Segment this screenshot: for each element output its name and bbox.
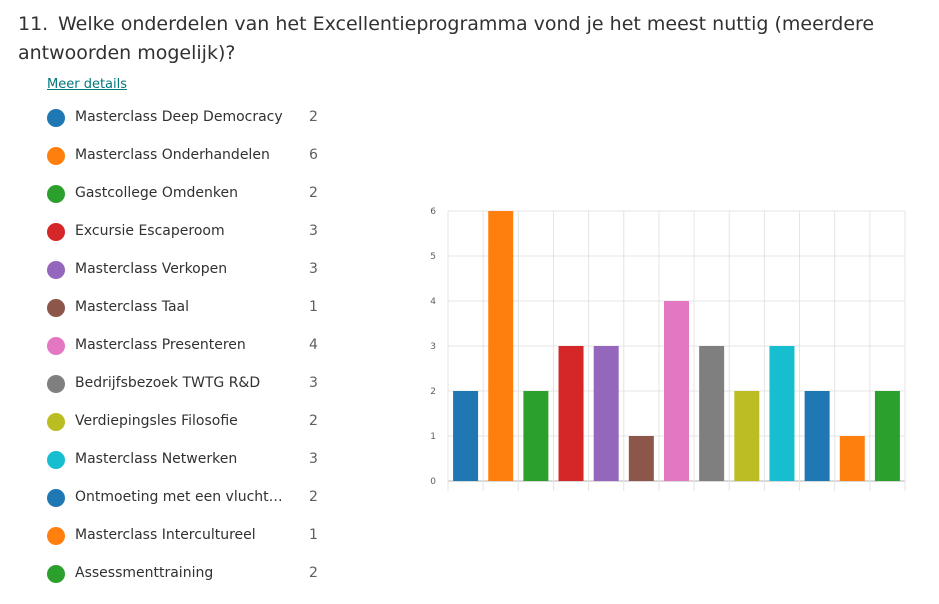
legend-color-dot [47, 451, 65, 469]
legend-item: Masterclass Netwerken 3 [47, 445, 337, 483]
legend-label: Bedrijfsbezoek TWTG R&D [75, 375, 261, 391]
legend-count: 2 [309, 489, 318, 505]
y-tick-label: 0 [430, 477, 436, 487]
bar [664, 301, 689, 481]
legend-count: 2 [309, 185, 318, 201]
legend-color-dot [47, 413, 65, 431]
bar-chart-svg: 0 1 2 3 4 5 6 [430, 207, 906, 491]
bar [839, 436, 865, 481]
bar [734, 391, 760, 481]
legend-item: Ontmoeting met een vluchteli... 2 [47, 483, 337, 521]
question-title: 11. Welke onderdelen van het Excellentiep… [18, 10, 918, 68]
y-tick-label: 4 [430, 297, 436, 307]
legend-color-dot [47, 109, 65, 127]
legend-label: Masterclass Netwerken [75, 451, 238, 467]
question-number: 11. [18, 13, 49, 35]
legend-label: Masterclass Intercultureel [75, 527, 256, 543]
legend-label: Gastcollege Omdenken [75, 185, 238, 201]
legend-item: Masterclass Presenteren 4 [47, 331, 337, 369]
legend-count: 4 [309, 337, 318, 353]
legend-color-dot [47, 527, 65, 545]
legend-item: Masterclass Deep Democracy 2 [47, 103, 337, 141]
legend-label: Masterclass Verkopen [75, 261, 228, 277]
legend-count: 1 [309, 527, 318, 543]
more-details-link[interactable]: Meer details [47, 77, 127, 92]
question-text: Welke onderdelen van het Excellentieprog… [18, 13, 875, 64]
legend-label: Masterclass Presenteren [75, 337, 246, 353]
legend-item: Masterclass Taal 1 [47, 293, 337, 331]
legend-label: Ontmoeting met een vluchteli... [75, 489, 290, 505]
legend-color-dot [47, 223, 65, 241]
legend-label: Masterclass Deep Democracy [75, 109, 283, 125]
legend-color-dot [47, 261, 65, 279]
legend-color-dot [47, 375, 65, 393]
legend-count: 1 [309, 299, 318, 315]
bar [769, 346, 795, 481]
legend-item: Gastcollege Omdenken 2 [47, 179, 337, 217]
legend-color-dot [47, 185, 65, 203]
y-tick-label: 5 [430, 252, 436, 262]
legend-label: Excursie Escaperoom [75, 223, 225, 239]
legend-color-dot [47, 337, 65, 355]
bar [453, 391, 479, 481]
legend-count: 3 [309, 375, 318, 391]
legend-item: Verdiepingsles Filosofie 2 [47, 407, 337, 445]
bar [593, 346, 619, 481]
legend-label: Masterclass Onderhandelen [75, 147, 270, 163]
legend-label: Assessmenttraining [75, 565, 214, 581]
legend-item: Masterclass Onderhandelen 6 [47, 141, 337, 179]
legend-color-dot [47, 565, 65, 583]
bar [488, 211, 514, 481]
legend-label: Verdiepingsles Filosofie [75, 413, 238, 429]
legend-count: 3 [309, 223, 318, 239]
legend-color-dot [47, 299, 65, 317]
bar [699, 346, 725, 481]
legend-item: Masterclass Verkopen 3 [47, 255, 337, 293]
legend-item: Excursie Escaperoom 3 [47, 217, 337, 255]
bar [628, 436, 654, 481]
bar [558, 346, 584, 481]
legend-count: 3 [309, 261, 318, 277]
y-tick-label: 2 [430, 387, 436, 397]
legend-count: 3 [309, 451, 318, 467]
y-tick-label: 1 [430, 432, 436, 442]
legend-color-dot [47, 489, 65, 507]
legend-count: 2 [309, 565, 318, 581]
bar-chart: 0 1 2 3 4 5 6 [410, 196, 910, 496]
legend-count: 2 [309, 413, 318, 429]
bar [874, 391, 900, 481]
bar [804, 391, 830, 481]
legend-count: 2 [309, 109, 318, 125]
y-tick-label: 6 [430, 207, 436, 217]
legend: Masterclass Deep Democracy 2 Masterclass … [47, 103, 337, 597]
legend-item: Masterclass Intercultureel 1 [47, 521, 337, 559]
legend-label: Masterclass Taal [75, 299, 189, 315]
legend-item: Assessmenttraining 2 [47, 559, 337, 597]
legend-item: Bedrijfsbezoek TWTG R&D 3 [47, 369, 337, 407]
y-tick-label: 3 [430, 342, 436, 352]
legend-color-dot [47, 147, 65, 165]
bar [523, 391, 549, 481]
legend-count: 6 [309, 147, 318, 163]
